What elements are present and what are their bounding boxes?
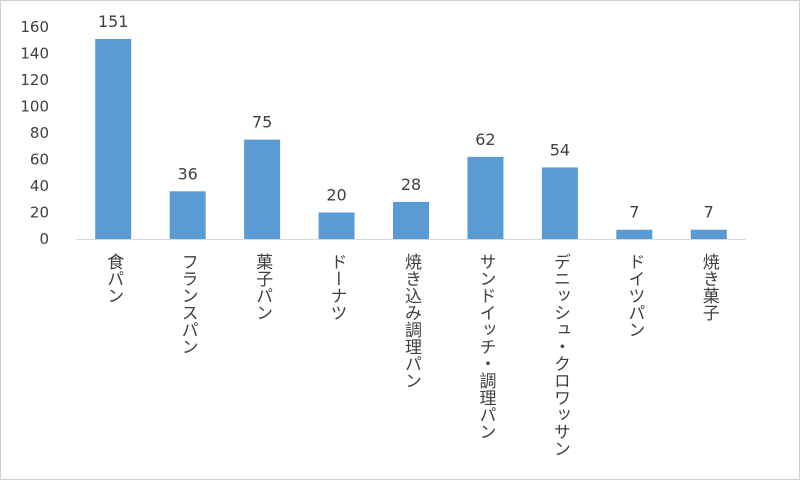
x-tick-label: デニッシュ・クロワッサン (549, 253, 570, 457)
bar (690, 229, 727, 239)
data-label: 62 (475, 130, 495, 149)
y-axis: 0 20 40 60 80 100 120 140 160 (20, 18, 49, 248)
x-tick-label: 焼き込み調理パン (401, 253, 421, 389)
y-tick-label: 100 (20, 98, 49, 116)
y-tick-label: 140 (20, 45, 49, 63)
x-tick-label: 焼き菓子 (698, 253, 719, 321)
x-tick-label: 食パン (103, 253, 124, 304)
x-tick-label: サンドイッチ・調理パン (475, 253, 496, 440)
data-label: 7 (629, 203, 639, 222)
x-tick-label: 菓子パン (252, 253, 273, 321)
bar (541, 167, 578, 239)
bar (95, 38, 132, 239)
y-tick-label: 60 (30, 151, 49, 169)
bar (244, 139, 281, 239)
y-tick-label: 160 (20, 18, 49, 36)
y-tick-label: 20 (30, 204, 49, 222)
data-label: 7 (704, 203, 714, 222)
data-label: 20 (326, 186, 346, 205)
bar-series (95, 38, 727, 239)
bar (467, 156, 504, 239)
y-tick-label: 40 (30, 177, 49, 195)
y-tick-label: 120 (20, 71, 49, 89)
y-tick-label: 80 (30, 124, 49, 142)
bar (616, 229, 653, 239)
x-tick-label: フランスパン (177, 253, 198, 355)
data-labels: 151 36 75 20 28 62 54 7 7 (98, 12, 714, 222)
data-label: 75 (252, 113, 272, 132)
x-tick-label: ドイツパン (624, 253, 645, 338)
x-tick-label: ドーナツ (326, 253, 347, 321)
data-label: 151 (98, 12, 129, 31)
bar (318, 212, 355, 239)
y-tick-label: 0 (39, 230, 49, 248)
data-label: 36 (177, 164, 197, 183)
data-label: 28 (401, 175, 421, 194)
bar (393, 201, 429, 239)
data-label: 54 (550, 140, 570, 159)
bar (169, 191, 206, 239)
